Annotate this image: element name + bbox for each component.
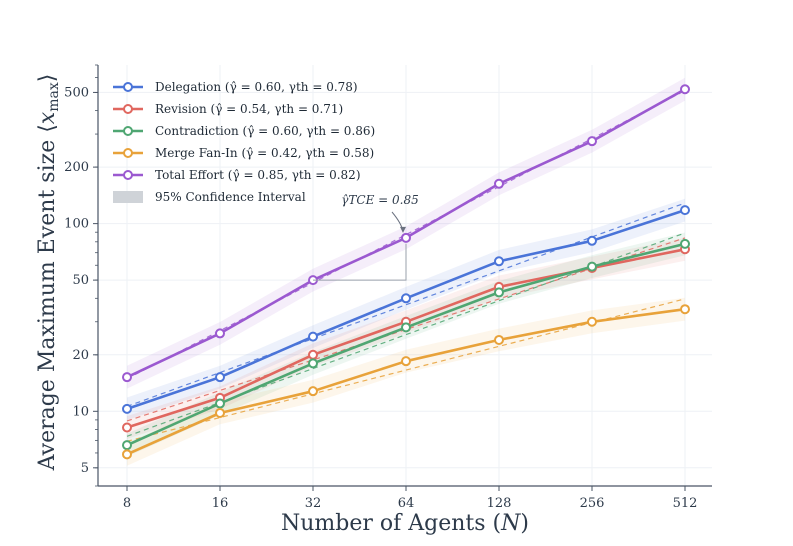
y-tick-label: 500	[64, 85, 89, 100]
data-point	[308, 331, 318, 342]
data-point	[494, 256, 504, 267]
legend-swatch-marker	[123, 170, 133, 180]
data-point	[122, 372, 132, 383]
data-point	[401, 356, 411, 367]
series-lines	[122, 84, 690, 460]
x-tick-label: 16	[212, 496, 229, 511]
legend-swatch-marker	[123, 126, 133, 136]
confidence-band	[127, 237, 685, 439]
data-point	[122, 403, 132, 414]
data-point	[587, 261, 597, 272]
data-point	[494, 178, 504, 189]
y-tick-label: 50	[72, 273, 89, 288]
annotation-bracket	[313, 243, 407, 281]
x-tick-label: 512	[673, 496, 698, 511]
data-point	[587, 136, 597, 147]
axes	[93, 64, 712, 491]
annotation-arrowhead	[400, 226, 406, 233]
legend-swatch-marker	[123, 148, 133, 158]
data-point	[215, 407, 225, 418]
annotation-label: γ̂TCE = 0.85	[341, 193, 419, 207]
data-point	[494, 287, 504, 298]
legend-swatch-marker	[123, 104, 133, 114]
y-tick-label: 20	[72, 348, 89, 363]
data-point	[587, 235, 597, 246]
legend: Delegation (γ̂ = 0.60, γth = 0.78) Revisi…	[113, 80, 375, 204]
legend-ci-swatch	[113, 191, 143, 203]
legend-swatch-marker	[123, 82, 133, 92]
confidence-band	[127, 297, 685, 466]
data-point	[215, 372, 225, 383]
tick-labels: 8 16 32 64 128 256 512 5 10 20 50 100 200 500	[64, 85, 697, 511]
y-axis-label: Average Maximum Event size ⟨xmax⟩	[35, 74, 62, 472]
y-tick-label: 100	[64, 217, 89, 232]
x-tick-label: 8	[123, 496, 131, 511]
data-point	[680, 304, 690, 315]
data-point	[401, 293, 411, 304]
data-point	[680, 84, 690, 95]
x-tick-label: 128	[487, 496, 512, 511]
x-tick-label: 256	[580, 496, 605, 511]
legend-ci-label: 95% Confidence Interval	[155, 190, 306, 204]
confidence-band	[127, 232, 685, 457]
data-point	[680, 205, 690, 216]
legend-entry-label: Merge Fan-In (γ̂ = 0.42, γth = 0.58)	[155, 146, 374, 160]
data-point	[308, 358, 318, 369]
data-point	[308, 349, 318, 360]
legend-entry-label: Contradiction (γ̂ = 0.60, γth = 0.86)	[155, 124, 375, 138]
data-point	[122, 449, 132, 460]
legend-entry-label: Revision (γ̂ = 0.54, γth = 0.71)	[155, 102, 343, 116]
x-tick-label: 64	[398, 496, 415, 511]
y-tick-label: 200	[64, 160, 89, 175]
grid	[98, 65, 712, 486]
data-point	[122, 422, 132, 433]
legend-entry-label: Total Effort (γ̂ = 0.85, γth = 0.82)	[155, 168, 361, 182]
data-point	[122, 440, 132, 451]
y-tick-label: 5	[81, 461, 89, 476]
data-point	[401, 322, 411, 333]
x-tick-label: 32	[305, 496, 322, 511]
legend-entry-label: Delegation (γ̂ = 0.60, γth = 0.78)	[155, 80, 358, 94]
data-point	[215, 398, 225, 409]
data-point	[680, 238, 690, 249]
data-point	[401, 232, 411, 243]
data-point	[587, 316, 597, 327]
data-point	[308, 386, 318, 397]
x-axis-label: Number of Agents (N)	[281, 511, 529, 536]
y-tick-label: 10	[72, 404, 89, 419]
data-point	[494, 334, 504, 345]
annotation: γ̂TCE = 0.85	[313, 193, 419, 281]
data-point	[215, 328, 225, 339]
